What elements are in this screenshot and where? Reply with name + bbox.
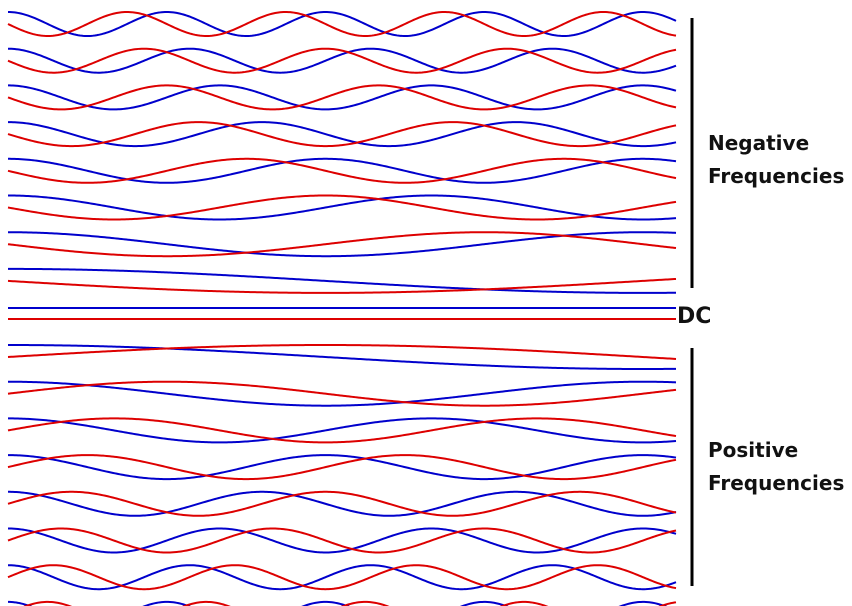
positive-freq-3-sin-wave bbox=[7, 417, 677, 444]
positive-freq-6-cos-wave bbox=[7, 527, 677, 554]
negative-freq-1-sin-wave bbox=[7, 277, 677, 294]
negative-freq-7-cos-wave bbox=[7, 47, 677, 74]
positive-freq-1-cos-wave bbox=[8, 344, 677, 370]
wave-rows bbox=[7, 10, 677, 606]
negative-freq-1-cos-wave bbox=[8, 267, 677, 294]
negative-freq-2-sin-wave bbox=[7, 231, 677, 258]
positive-label-line1: Positive bbox=[708, 438, 799, 462]
positive-freq-2-cos-wave bbox=[8, 380, 677, 407]
positive-freq-5-cos-wave bbox=[7, 490, 677, 517]
positive-freq-3-cos-wave bbox=[8, 417, 677, 444]
negative-freq-6-sin-wave bbox=[7, 84, 677, 111]
negative-freq-7-sin-wave bbox=[7, 47, 677, 74]
positive-freq-7-cos-wave bbox=[7, 564, 677, 591]
negative-frequencies-label: Negative Frequencies bbox=[708, 127, 844, 193]
positive-label-line2: Frequencies bbox=[708, 471, 845, 495]
positive-freq-4-sin-wave bbox=[7, 454, 677, 481]
negative-freq-4-cos-wave bbox=[7, 157, 677, 184]
dc-label-text: DC bbox=[677, 304, 712, 329]
negative-freq-4-sin-wave bbox=[7, 157, 677, 184]
negative-freq-8-sin-wave bbox=[7, 10, 677, 38]
positive-freq-7-sin-wave bbox=[7, 564, 677, 591]
negative-freq-5-sin-wave bbox=[7, 121, 677, 148]
positive-freq-8-cos-wave bbox=[7, 600, 668, 606]
negative-freq-3-sin-wave bbox=[7, 194, 677, 221]
negative-freq-8-cos-wave bbox=[7, 10, 677, 38]
positive-freq-5-sin-wave bbox=[7, 490, 677, 517]
positive-freq-1-sin-wave bbox=[7, 344, 677, 360]
negative-label-line1: Negative bbox=[708, 131, 810, 155]
positive-freq-4-cos-wave bbox=[7, 454, 677, 481]
negative-freq-5-cos-wave bbox=[7, 121, 677, 148]
positive-freq-2-sin-wave bbox=[7, 380, 677, 407]
dc-label: DC bbox=[677, 300, 711, 333]
negative-freq-3-cos-wave bbox=[8, 194, 677, 221]
negative-freq-6-cos-wave bbox=[7, 84, 677, 111]
positive-freq-6-sin-wave bbox=[7, 527, 677, 554]
positive-frequencies-label: Positive Frequencies bbox=[708, 434, 844, 500]
negative-label-line2: Frequencies bbox=[708, 164, 845, 188]
